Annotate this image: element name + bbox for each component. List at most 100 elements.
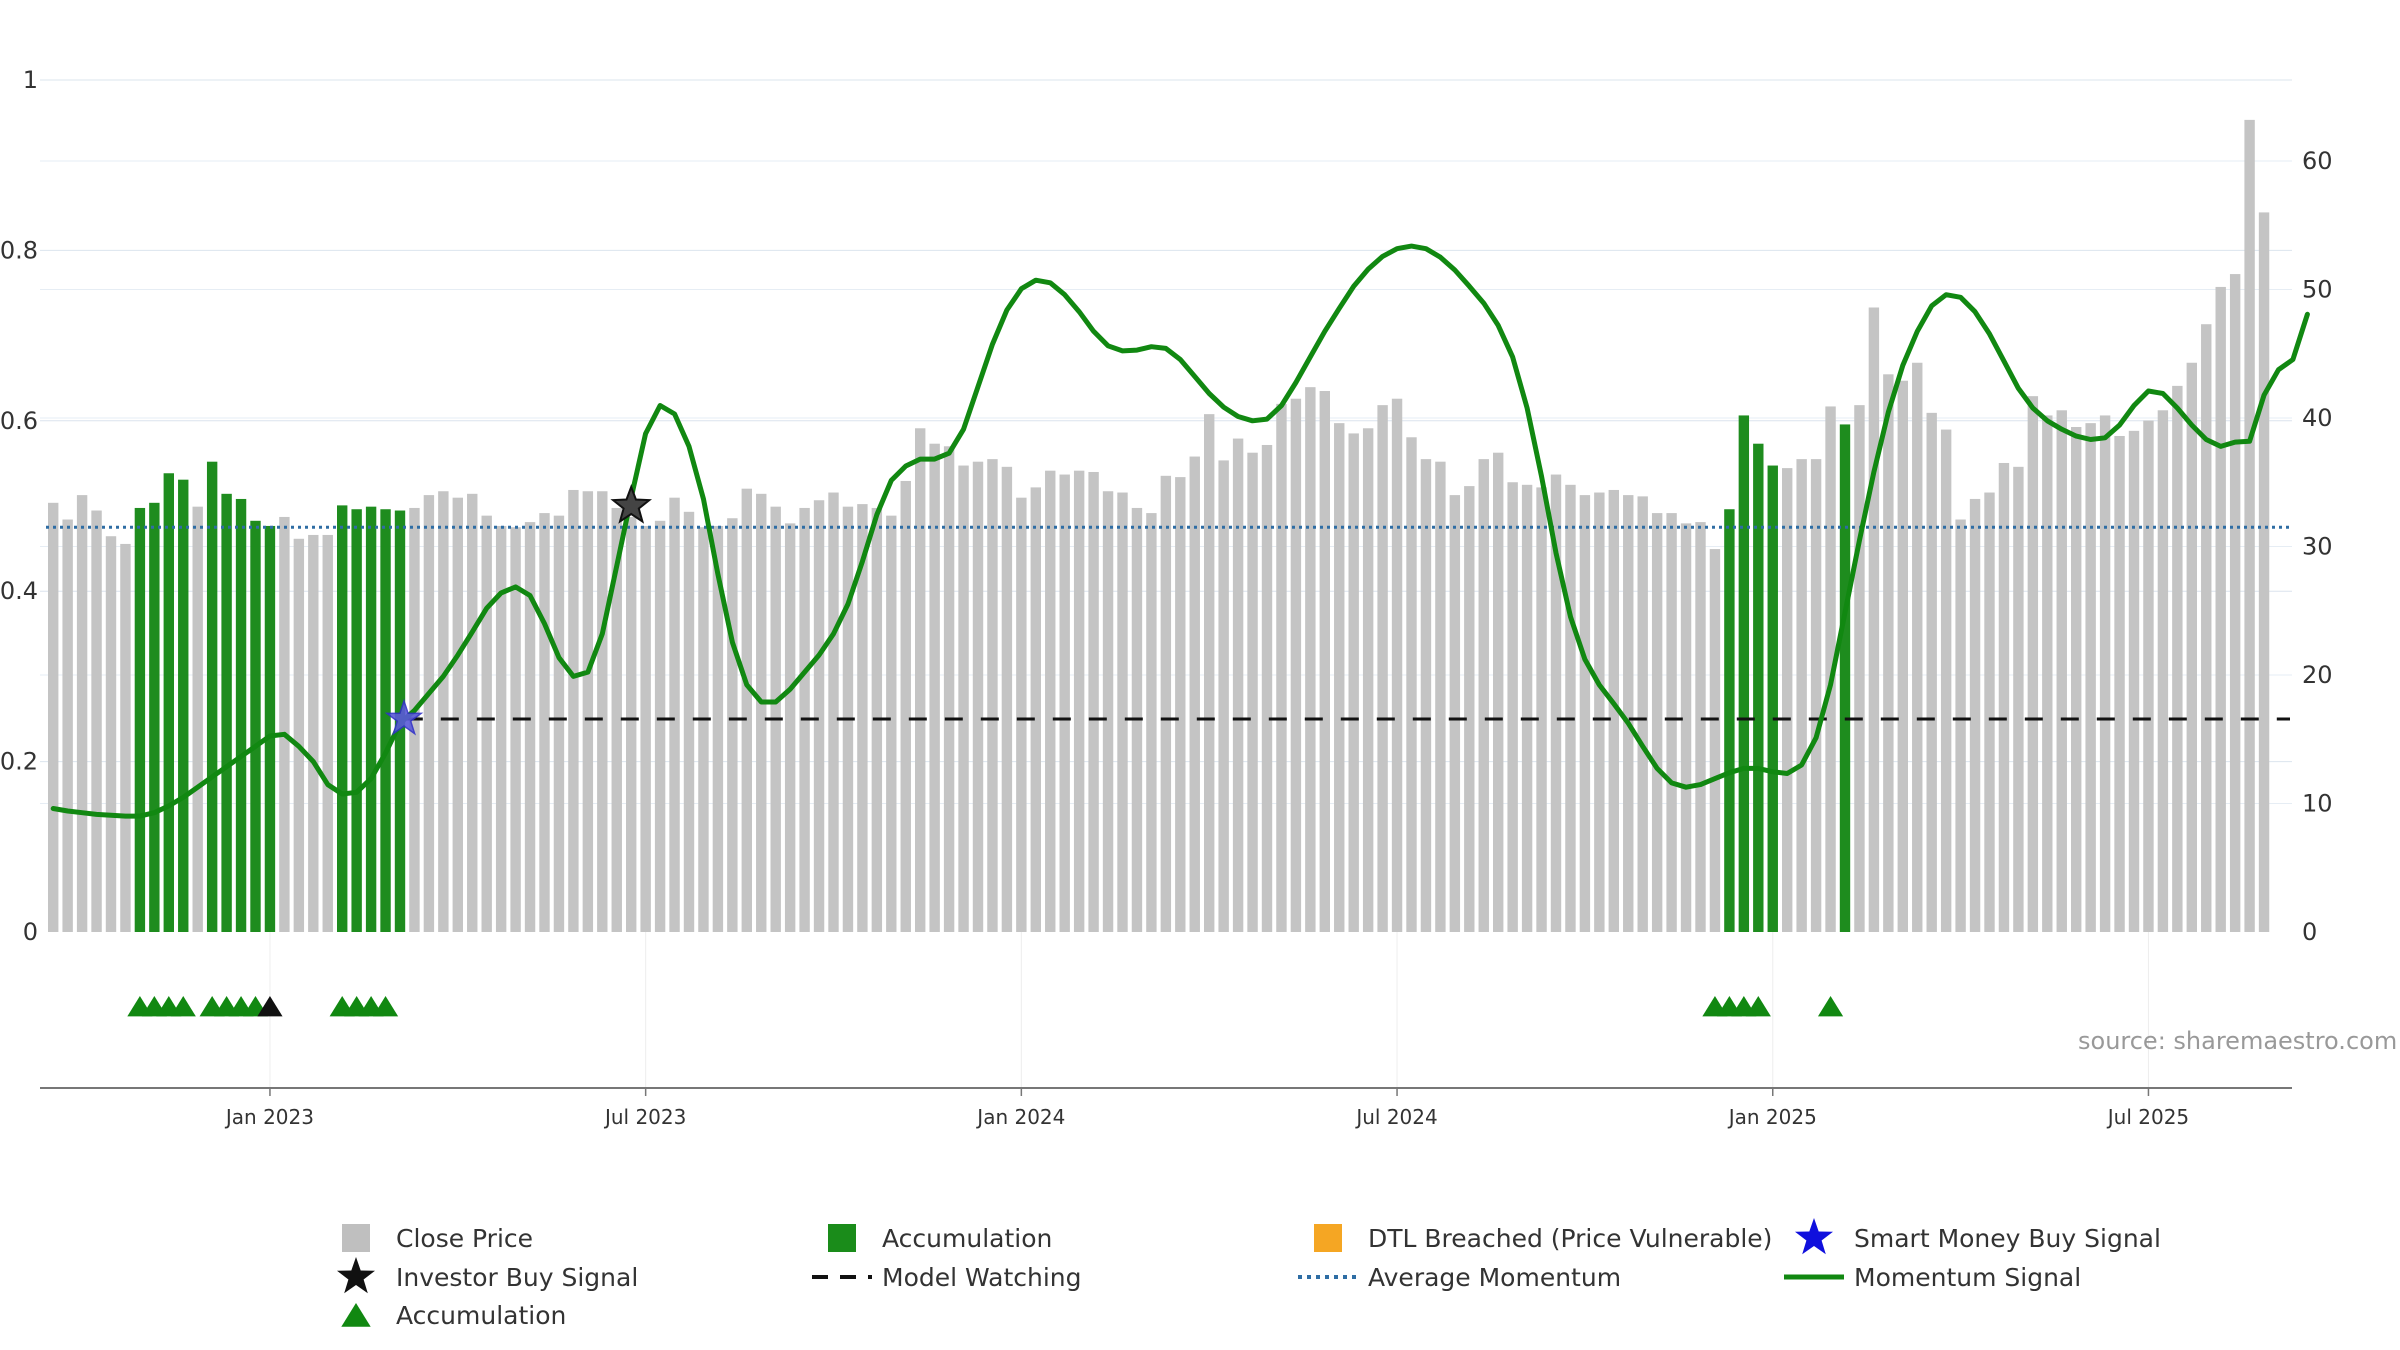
close-price-bars [48, 119, 2270, 933]
close-price-bar [582, 491, 594, 932]
y-left-tick-label: 0.8 [0, 236, 38, 264]
close-price-bar [438, 491, 449, 932]
accumulation-bar [206, 461, 218, 932]
close-price-bar [48, 502, 59, 932]
close-price-bar [1189, 456, 1200, 932]
legend-item: Investor Buy Signal [337, 1257, 638, 1294]
close-price-bar [1796, 459, 1807, 932]
close-price-bar [1073, 470, 1085, 932]
accumulation-bar [1839, 424, 1851, 932]
close-price-bar [654, 520, 666, 932]
close-price-bar [1261, 444, 1273, 932]
close-price-bar [1926, 412, 1937, 932]
close-price-bar [1666, 513, 1677, 932]
close-price-bar [91, 510, 102, 932]
close-price-bar [1319, 391, 1330, 932]
close-price-bar [929, 443, 940, 932]
close-price-bar [1897, 380, 1908, 932]
close-price-bar [1420, 459, 1432, 932]
accumulation-bar [235, 498, 247, 932]
legend-item: Momentum Signal [1784, 1263, 2081, 1292]
close-price-bar [2172, 385, 2183, 932]
accumulation-bar [1724, 509, 1735, 932]
axes: Jan 2023 Jul 2023 Jan 2024 Jul 2024 Jan 2025… [0, 66, 2333, 1129]
close-price-bar [553, 515, 565, 932]
close-price-bar [495, 525, 507, 932]
close-price-bar [1940, 429, 1952, 932]
close-price-bar [857, 504, 868, 932]
accumulation-bar [1753, 443, 1764, 932]
legend-item: Accumulation [341, 1301, 566, 1330]
close-price-bar [900, 480, 911, 932]
close-price-bar [1045, 470, 1056, 932]
legend-item: Model Watching [812, 1263, 1082, 1292]
legend-label: Smart Money Buy Signal [1854, 1224, 2161, 1253]
close-price-bar [322, 534, 333, 932]
close-price-bar [1334, 423, 1345, 932]
close-price-bar [1276, 403, 1287, 932]
close-price-bar [1493, 452, 1504, 932]
close-price-bar [1565, 484, 1576, 932]
legend-label: DTL Breached (Price Vulnerable) [1368, 1224, 1772, 1253]
close-price-bar [1695, 522, 1706, 932]
close-price-bar [1160, 475, 1172, 932]
close-price-bar [1059, 474, 1070, 932]
legend-swatch [1314, 1224, 1342, 1252]
close-price-bar [669, 497, 680, 932]
close-price-bar [76, 495, 88, 932]
close-price-bar [1825, 406, 1836, 932]
y-right-tick-label: 10 [2302, 790, 2333, 818]
close-price-bar [1883, 374, 1894, 932]
close-price-bar [1594, 492, 1605, 932]
close-price-bar [1810, 459, 1822, 932]
close-price-bar [698, 527, 709, 932]
legend-star-icon [337, 1257, 375, 1294]
y-left-tick-label: 0 [23, 918, 38, 946]
momentum-signal-line [50, 243, 2310, 819]
close-price-bar [2085, 423, 2096, 932]
close-price-bar [1102, 491, 1114, 932]
close-price-bar [727, 518, 738, 932]
close-price-bar [1146, 513, 1157, 932]
close-price-bar [1984, 492, 1995, 932]
close-price-bar [1854, 405, 1865, 932]
close-price-bar [1016, 497, 1027, 932]
legend-label: Investor Buy Signal [396, 1263, 638, 1292]
y-right-tick-label: 20 [2302, 661, 2333, 689]
close-price-bar [1030, 487, 1041, 932]
investor-buy-signal-triangle [257, 996, 283, 1017]
accumulation-triangle [1745, 996, 1771, 1017]
accumulation-bar [1767, 465, 1778, 932]
close-price-bar [1175, 477, 1186, 932]
close-price-bar [279, 516, 290, 932]
accumulation-bar [1738, 415, 1750, 932]
close-price-bar [1969, 498, 1981, 932]
accumulation-triangle [1817, 996, 1844, 1017]
close-price-bar [2056, 410, 2067, 932]
close-price-bar [741, 488, 752, 932]
close-price-bar [2143, 420, 2154, 932]
close-price-bar [2099, 415, 2111, 932]
signal-markers [127, 484, 1844, 1017]
close-price-bar [105, 536, 117, 932]
close-price-bar [2215, 286, 2226, 932]
close-price-bar [915, 428, 926, 932]
accumulation-bar [250, 520, 261, 932]
close-price-bar [1001, 466, 1013, 932]
close-price-bar [626, 516, 637, 932]
close-price-bar [481, 515, 492, 932]
close-price-bar [683, 511, 695, 932]
close-price-bar [423, 495, 435, 932]
y-right-tick-label: 0 [2302, 918, 2317, 946]
accumulation-bar [337, 505, 348, 932]
close-price-bar [467, 493, 478, 932]
close-price-bar [1391, 398, 1403, 933]
close-price-bar [2042, 415, 2053, 932]
close-price-bar [958, 465, 969, 932]
close-price-bar [2071, 426, 2082, 932]
close-price-bar [2229, 274, 2241, 933]
close-price-bar [640, 525, 651, 932]
close-price-bar [1377, 405, 1388, 932]
close-price-bar [611, 507, 622, 932]
